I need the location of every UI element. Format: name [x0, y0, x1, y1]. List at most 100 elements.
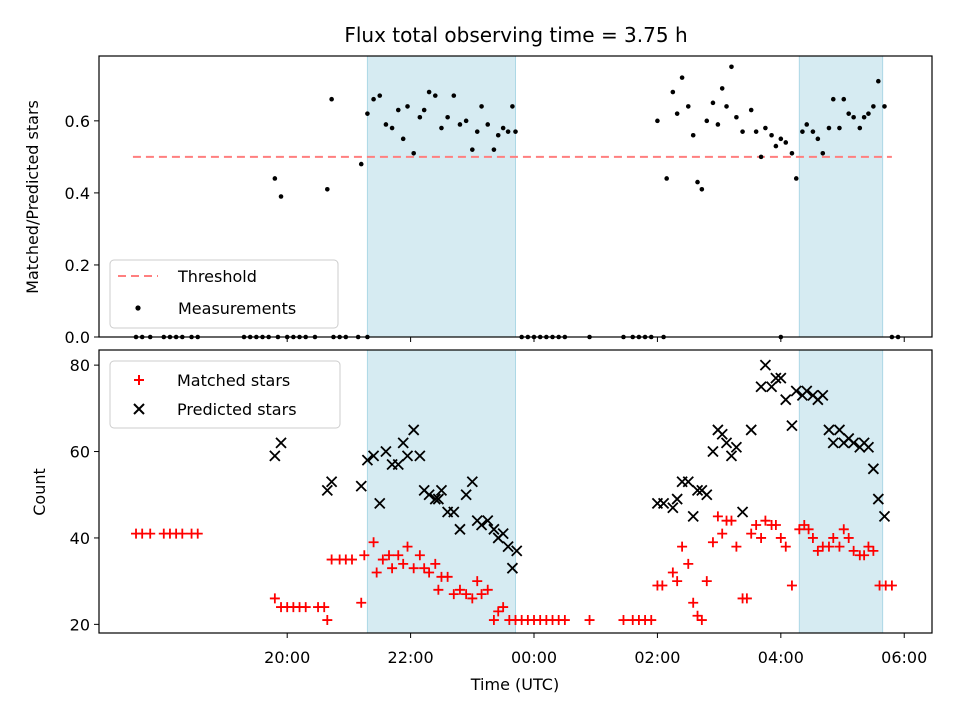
- measurement-point: [690, 132, 696, 138]
- matched-star-point: [322, 615, 333, 626]
- matched-star-point: [454, 584, 465, 595]
- measurement-point: [679, 75, 685, 80]
- measurement-point: [876, 78, 881, 84]
- predicted-star-point: [687, 510, 699, 522]
- measurement-point: [857, 125, 863, 131]
- predicted-star-point: [780, 394, 792, 406]
- legend-matched-swatch: [134, 375, 144, 385]
- matched-star-point: [794, 524, 805, 535]
- predicted-star-point: [878, 510, 891, 522]
- measurement-point: [426, 89, 432, 95]
- matched-star-point: [868, 545, 879, 556]
- matched-star-point: [476, 589, 487, 600]
- legend-measurements-label: Measurements: [178, 299, 296, 318]
- predicted-star-point: [667, 502, 679, 514]
- matched-star-point: [828, 532, 839, 543]
- predicted-star-point: [720, 437, 733, 449]
- top-measurement-points: [133, 64, 901, 340]
- measurement-point: [753, 129, 759, 134]
- measurement-point: [846, 111, 851, 116]
- matched-star-point: [584, 615, 595, 626]
- predicted-star-point: [325, 476, 338, 488]
- measurement-point: [758, 154, 764, 160]
- y-tick-label: 0.6: [65, 112, 90, 131]
- x-tick-label: 02:00: [634, 648, 680, 667]
- predicted-star-point: [755, 381, 767, 393]
- predicted-star-point: [862, 441, 875, 453]
- measurement-point: [500, 125, 506, 131]
- matched-star-point: [843, 532, 854, 543]
- matched-star-point: [402, 541, 413, 552]
- shaded-interval: [366, 55, 516, 338]
- matched-star-point: [269, 593, 280, 604]
- top-y-ticks: 0.0 0.2 0.4 0.6: [65, 112, 99, 347]
- measurement-point: [417, 114, 423, 120]
- top-shaded-intervals: [366, 55, 884, 338]
- matched-star-point: [472, 576, 483, 587]
- matched-star-point: [775, 532, 786, 543]
- measurement-point: [719, 86, 725, 91]
- predicted-star-point: [506, 562, 519, 574]
- matched-star-point: [726, 515, 737, 526]
- predicted-star-point: [707, 445, 719, 458]
- matched-star-point: [848, 545, 859, 556]
- predicted-star-point: [511, 545, 523, 557]
- y-tick-label: 0.2: [65, 256, 90, 275]
- matched-star-point: [751, 519, 762, 530]
- measurement-point: [804, 122, 810, 127]
- x-tick-label: 04:00: [758, 648, 804, 667]
- top-legend: Threshold Measurements: [109, 259, 339, 329]
- bottom-y-axis-label: Count: [30, 468, 49, 516]
- measurement-point: [851, 114, 856, 120]
- bottom-x-ticks: 20:00 22:00 00:00 02:00 04:00 06:00: [264, 633, 927, 667]
- bottom-legend-box: [109, 360, 341, 429]
- legend-matched-label: Matched stars: [177, 371, 290, 390]
- predicted-star-point: [775, 372, 787, 384]
- predicted-star-point: [355, 480, 367, 492]
- measurement-point: [383, 122, 389, 127]
- measurement-point: [674, 111, 680, 116]
- predicted-star-point: [725, 450, 738, 462]
- measurement-point: [329, 96, 334, 102]
- matched-star-points: [131, 511, 897, 626]
- matched-star-point: [886, 580, 897, 591]
- measurement-point: [783, 140, 789, 145]
- legend-measurements-swatch: [135, 305, 141, 311]
- matched-star-point: [408, 563, 419, 574]
- matched-star-point: [770, 519, 781, 530]
- bottom-y-ticks: 20 40 60 80: [70, 356, 99, 634]
- predicted-star-point: [736, 506, 749, 518]
- legend-predicted-label: Predicted stars: [177, 400, 297, 419]
- matched-star-point: [359, 550, 370, 561]
- measurement-point: [699, 186, 705, 192]
- measurement-point: [470, 147, 475, 152]
- predicted-star-point: [817, 389, 829, 402]
- matched-star-point: [177, 528, 188, 539]
- predicted-star-point: [475, 519, 488, 531]
- y-tick-label: 40: [70, 529, 90, 548]
- matched-star-point: [467, 593, 478, 604]
- measurement-point: [826, 125, 832, 131]
- measurement-point: [400, 136, 406, 142]
- matched-star-point: [712, 511, 723, 522]
- bottom-axes-frame: [98, 349, 933, 634]
- matched-star-point: [442, 571, 453, 582]
- measurement-point: [861, 114, 867, 120]
- predicted-star-point: [786, 419, 798, 432]
- matched-star-point: [823, 541, 834, 552]
- matched-star-point: [346, 554, 357, 565]
- measurement-point: [411, 150, 416, 156]
- measurement-point: [463, 118, 469, 124]
- top-axes-frame: [98, 55, 933, 338]
- predicted-star-point: [823, 424, 835, 436]
- matched-star-point: [741, 593, 752, 604]
- predicted-star-point: [657, 497, 670, 510]
- measurement-point: [763, 125, 768, 131]
- measurement-point: [789, 150, 795, 156]
- measurement-point: [485, 122, 491, 127]
- measurement-point: [685, 104, 691, 109]
- legend-threshold-label: Threshold: [177, 267, 257, 286]
- matched-star-point: [414, 550, 425, 561]
- measurement-point: [748, 107, 754, 113]
